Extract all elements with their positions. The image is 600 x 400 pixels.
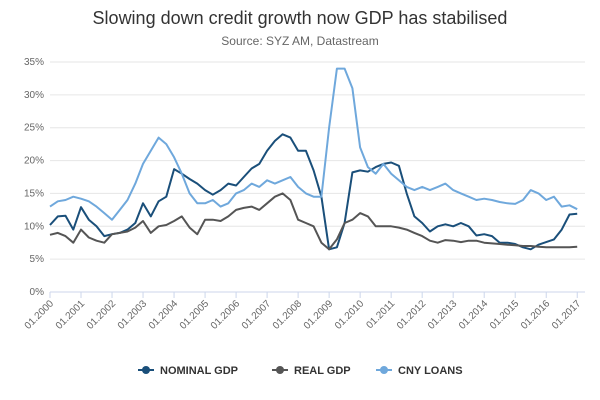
legend: NOMINAL GDP REAL GDP CNY LOANS	[138, 365, 463, 377]
series-line-real-gdp	[49, 192, 578, 251]
y-tick-label: 25%	[24, 123, 44, 134]
legend-label: REAL GDP	[294, 365, 351, 377]
y-tick-label: 35%	[24, 57, 44, 68]
y-tick-label: 5%	[30, 254, 45, 265]
x-tick-label: 01.2002	[85, 298, 119, 332]
x-tick-label: 01.2013	[426, 298, 460, 332]
grid-lines	[50, 61, 585, 293]
legend-label: NOMINAL GDP	[160, 365, 238, 377]
series-cny-loans	[49, 67, 578, 221]
series-line-cny-loans	[49, 67, 578, 221]
series-real-gdp	[49, 192, 578, 251]
x-tick-label: 01.2007	[240, 298, 274, 332]
x-tick-label: 01.2016	[519, 298, 553, 332]
x-tick-label: 01.2006	[209, 298, 243, 332]
chart-subtitle: Source: SYZ AM, Datastream	[221, 34, 379, 48]
y-tick-label: 20%	[24, 156, 44, 167]
series-nominal-gdp	[49, 133, 578, 251]
legend-marker	[380, 366, 388, 374]
x-tick-label: 01.2010	[333, 298, 367, 332]
legend-marker	[276, 366, 284, 374]
legend-item-nominal-gdp[interactable]: NOMINAL GDP	[138, 365, 238, 377]
y-axis: 0% 5% 10% 15% 20% 25% 30% 35%	[24, 57, 44, 298]
legend-marker	[142, 366, 150, 374]
x-tick-label: 01.2015	[488, 298, 522, 332]
x-tick-label: 01.2009	[302, 298, 336, 332]
y-tick-label: 0%	[30, 287, 45, 298]
legend-item-real-gdp[interactable]: REAL GDP	[272, 365, 351, 377]
legend-label: CNY LOANS	[398, 365, 463, 377]
x-tick-label: 01.2008	[271, 298, 305, 332]
y-tick-label: 15%	[24, 188, 44, 199]
x-tick-label: 01.2004	[147, 298, 181, 332]
x-tick-label: 01.2005	[178, 298, 212, 332]
x-tick-label: 01.2012	[395, 298, 429, 332]
chart-title: Slowing down credit growth now GDP has s…	[92, 8, 508, 28]
legend-item-cny-loans[interactable]: CNY LOANS	[376, 365, 463, 377]
x-tick-label: 01.2001	[54, 298, 88, 332]
x-tick-label: 01.2014	[457, 298, 491, 332]
x-tick-label: 01.2017	[550, 298, 584, 332]
x-tick-label: 01.2011	[364, 298, 397, 331]
x-axis: 01.200001.200101.200201.200301.200401.20…	[23, 291, 585, 332]
x-tick-label: 01.2000	[23, 298, 57, 332]
y-tick-label: 30%	[24, 90, 44, 101]
y-tick-label: 10%	[24, 221, 44, 232]
series-lines	[49, 67, 578, 251]
series-line-nominal-gdp	[49, 133, 578, 251]
x-tick-label: 01.2003	[116, 298, 150, 332]
